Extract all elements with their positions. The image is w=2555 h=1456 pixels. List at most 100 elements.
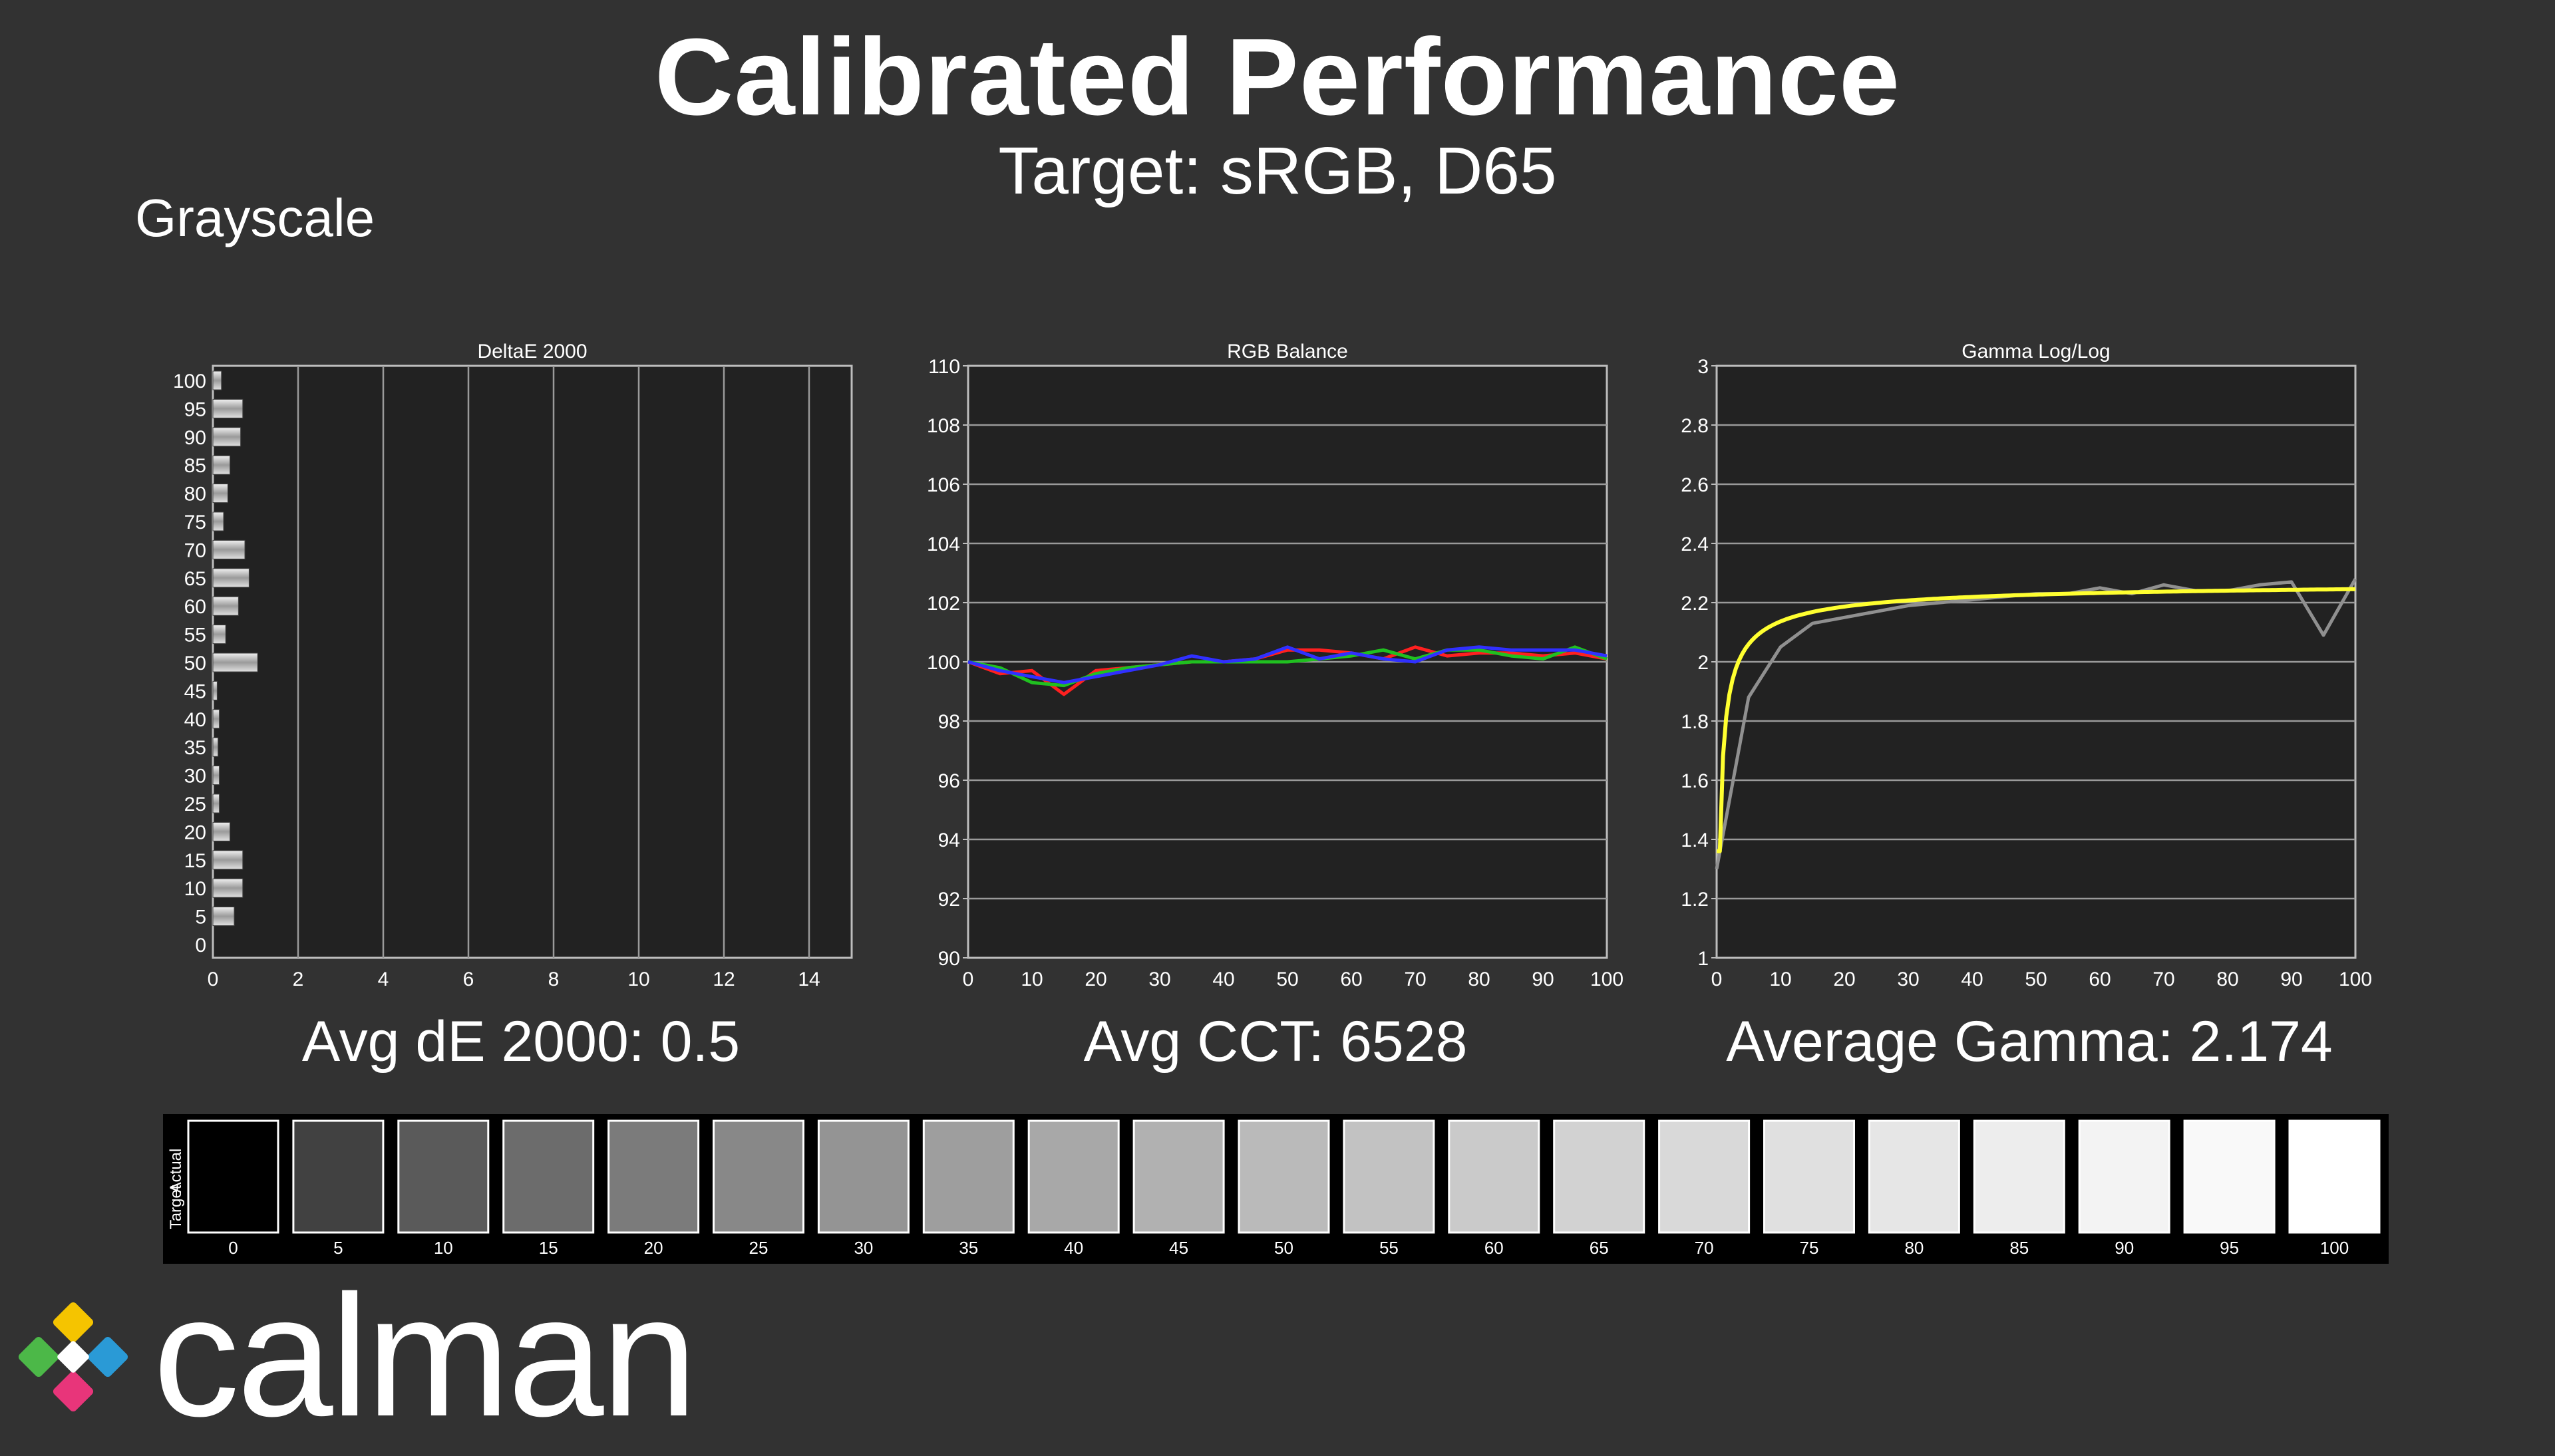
- swatch: [713, 1119, 804, 1234]
- x-tick-label: 10: [1769, 968, 1791, 990]
- swatch-label: 95: [2220, 1238, 2239, 1258]
- gamma-summary: Average Gamma: 2.174: [1726, 1010, 2332, 1074]
- y-tick-label: 2: [1697, 652, 1709, 674]
- x-tick-label: 90: [2280, 968, 2302, 990]
- swatch: [2078, 1119, 2170, 1234]
- x-tick-label: 30: [1148, 968, 1170, 990]
- y-tick-label: 1.4: [1681, 829, 1709, 851]
- x-tick-label: 40: [1212, 968, 1234, 990]
- y-tick-label: 1.2: [1681, 889, 1709, 911]
- x-tick-label: 10: [1021, 968, 1043, 990]
- chart-title: DeltaE 2000: [477, 341, 587, 363]
- y-tick-label: 1.6: [1681, 770, 1709, 792]
- y-tick-label: 1.8: [1681, 711, 1709, 733]
- bar: [212, 596, 239, 616]
- swatch: [922, 1119, 1015, 1234]
- cct-summary: Avg CCT: 6528: [1084, 1010, 1468, 1074]
- swatch-label: 10: [434, 1238, 453, 1258]
- x-tick-label: 4: [378, 968, 389, 990]
- y-tick-label: 85: [184, 455, 206, 477]
- y-tick-label: 10: [184, 878, 206, 900]
- swatch-label: 75: [1800, 1238, 1819, 1258]
- x-tick-label: 100: [1590, 968, 1623, 990]
- swatch-label: 80: [1904, 1238, 1924, 1258]
- logo-diamond: [53, 1371, 94, 1412]
- bar: [212, 539, 246, 559]
- y-tick-label: 45: [184, 680, 206, 702]
- y-tick-label: 80: [184, 484, 206, 506]
- x-tick-label: 100: [2339, 968, 2372, 990]
- x-tick-label: 12: [713, 968, 735, 990]
- bar: [212, 484, 228, 504]
- calman-logo-text: calman: [153, 1260, 697, 1453]
- swatch: [1973, 1119, 2065, 1234]
- logo-diamond: [53, 1302, 94, 1343]
- y-tick-label: 90: [938, 948, 960, 970]
- y-tick-label: 3: [1697, 356, 1709, 378]
- bar: [212, 709, 220, 729]
- chart-title: Gamma Log/Log: [1961, 341, 2110, 363]
- bar: [212, 766, 220, 786]
- series-line: [1717, 587, 2356, 853]
- swatch: [187, 1119, 279, 1234]
- y-tick-label: 108: [927, 415, 960, 437]
- swatch: [2183, 1119, 2276, 1234]
- bar: [212, 878, 244, 898]
- plot-area: [212, 364, 853, 959]
- swatch: [1343, 1119, 1435, 1234]
- x-tick-label: 50: [2025, 968, 2047, 990]
- x-tick-label: 8: [548, 968, 560, 990]
- y-tick-label: 70: [184, 539, 206, 561]
- x-tick-label: 30: [1897, 968, 1919, 990]
- swatch: [1132, 1119, 1225, 1234]
- swatch: [607, 1119, 700, 1234]
- y-tick-label: 1: [1697, 948, 1709, 970]
- x-tick-label: 80: [1468, 968, 1490, 990]
- bar: [212, 907, 235, 927]
- y-tick-label: 35: [184, 737, 206, 759]
- x-tick-label: 10: [627, 968, 649, 990]
- swatch-label: 45: [1169, 1238, 1188, 1258]
- x-tick-label: 6: [463, 968, 474, 990]
- swatch-label: 65: [1590, 1238, 1609, 1258]
- deltae-summary: Avg dE 2000: 0.5: [302, 1010, 740, 1074]
- swatch: [292, 1119, 385, 1234]
- series-line: [967, 645, 1608, 684]
- swatch: [1658, 1119, 1751, 1234]
- swatch-label: 60: [1484, 1238, 1504, 1258]
- swatch-label: 55: [1379, 1238, 1399, 1258]
- x-tick-label: 90: [1532, 968, 1554, 990]
- y-tick-label: 2.8: [1681, 415, 1709, 437]
- y-tick-label: 55: [184, 625, 206, 647]
- swatch-label: 30: [854, 1238, 873, 1258]
- y-tick-label: 100: [173, 370, 206, 392]
- x-tick-label: 2: [293, 968, 304, 990]
- y-tick-label: 60: [184, 596, 206, 618]
- y-tick-label: 5: [195, 907, 206, 929]
- x-tick-label: 40: [1961, 968, 1983, 990]
- swatch-label: 35: [959, 1238, 978, 1258]
- x-tick-label: 14: [798, 968, 820, 990]
- y-tick-label: 40: [184, 709, 206, 731]
- y-tick-label: 92: [938, 889, 960, 911]
- swatch: [1553, 1119, 1645, 1234]
- y-tick-label: 75: [184, 511, 206, 533]
- swatch-label: 0: [228, 1238, 238, 1258]
- bar: [212, 511, 224, 531]
- swatch: [1238, 1119, 1330, 1234]
- y-tick-label: 15: [184, 850, 206, 872]
- y-tick-label: 65: [184, 568, 206, 590]
- y-tick-label: 2.4: [1681, 533, 1709, 555]
- bar: [212, 568, 250, 588]
- bar: [212, 625, 226, 645]
- gamma-chart: Gamma Log/Log 1 1.2 1.4 1.6 1.8 2 2.2 2.4 2.6 2.8 3…: [1681, 341, 2372, 990]
- y-tick-label: 30: [184, 766, 206, 788]
- bar: [212, 427, 242, 447]
- page-title: Calibrated Performance: [654, 16, 1901, 138]
- bar: [212, 794, 220, 813]
- x-tick-label: 20: [1085, 968, 1107, 990]
- x-tick-label: 20: [1833, 968, 1855, 990]
- swatch-label: 40: [1064, 1238, 1083, 1258]
- logo-diamond: [18, 1336, 59, 1378]
- swatch-label: 20: [644, 1238, 663, 1258]
